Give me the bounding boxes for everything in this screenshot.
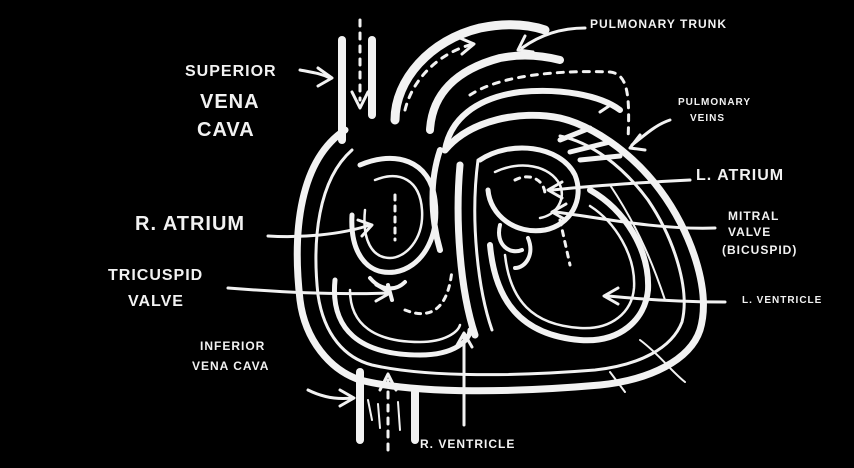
interventricular-septum [454,161,479,339]
l-atrium-leader [550,178,692,192]
ivc-leader [306,388,354,400]
tricuspid-valve [368,276,407,302]
label-superior-vena-cava-line3: Cava [197,119,255,141]
pulmonary-trunk-flow [403,43,472,112]
label-mitral-valve-line1: Mitral [728,209,780,223]
label-inferior-vena-cava-line2: Vena Cava [192,359,270,373]
aorta-inner [426,51,564,134]
coronary-vessels [609,184,686,393]
right-atrium-inner [363,175,424,260]
pulmonary-veins-leader [630,118,672,147]
septum-inner [473,158,494,332]
label-tricuspid-valve-line1: Tricuspid [108,267,204,284]
mitral-leader [554,210,717,230]
label-pulmonary-veins-line1: Pulmonary [678,97,752,108]
label-pulmonary-trunk: Pulmonary Trunk [590,17,727,31]
left-ventricle-wall [487,187,652,344]
pulmonary-trunk-wall [442,87,623,153]
left-ventricle-inner [503,204,636,330]
right-atrium-wall [349,155,439,275]
label-l-atrium: L. Atrium [696,167,785,184]
tricuspid-leader [226,286,390,296]
label-l-ventricle: L. Ventricle [742,295,823,306]
label-r-ventricle: R. Ventricle [420,437,516,451]
pulmonary-return-flow [468,70,631,142]
mitral-valve [497,223,533,270]
right-ventricle-wall [331,277,473,358]
aorta-outer [390,20,550,125]
left-atrium-wall [477,145,581,234]
right-ventricle-inner [348,288,462,344]
svc-leader [298,68,332,80]
l-ventricle-leader [606,294,727,304]
label-mitral-valve-line3: (Bicuspid) [722,243,798,257]
label-r-atrium: R. Atrium [135,213,246,235]
label-pulmonary-veins-line2: Veins [690,113,726,124]
left-ventricle-flow [558,218,572,267]
r-atrium-leader [266,223,372,239]
label-inferior-vena-cava-line1: Inferior [200,339,266,353]
heart-outline [293,111,707,395]
right-ventricle-flow [403,268,454,316]
pulmonary-veins [557,125,623,163]
label-superior-vena-cava-line1: Superior [185,63,277,80]
heart-outline-inner [314,134,686,377]
label-tricuspid-valve-line2: Valve [128,293,184,310]
label-superior-vena-cava-line2: Vena [200,91,260,113]
pulmonary-trunk-leader [520,26,587,50]
label-mitral-valve-line2: Valve [728,225,772,239]
left-atrium-flow [513,175,547,197]
